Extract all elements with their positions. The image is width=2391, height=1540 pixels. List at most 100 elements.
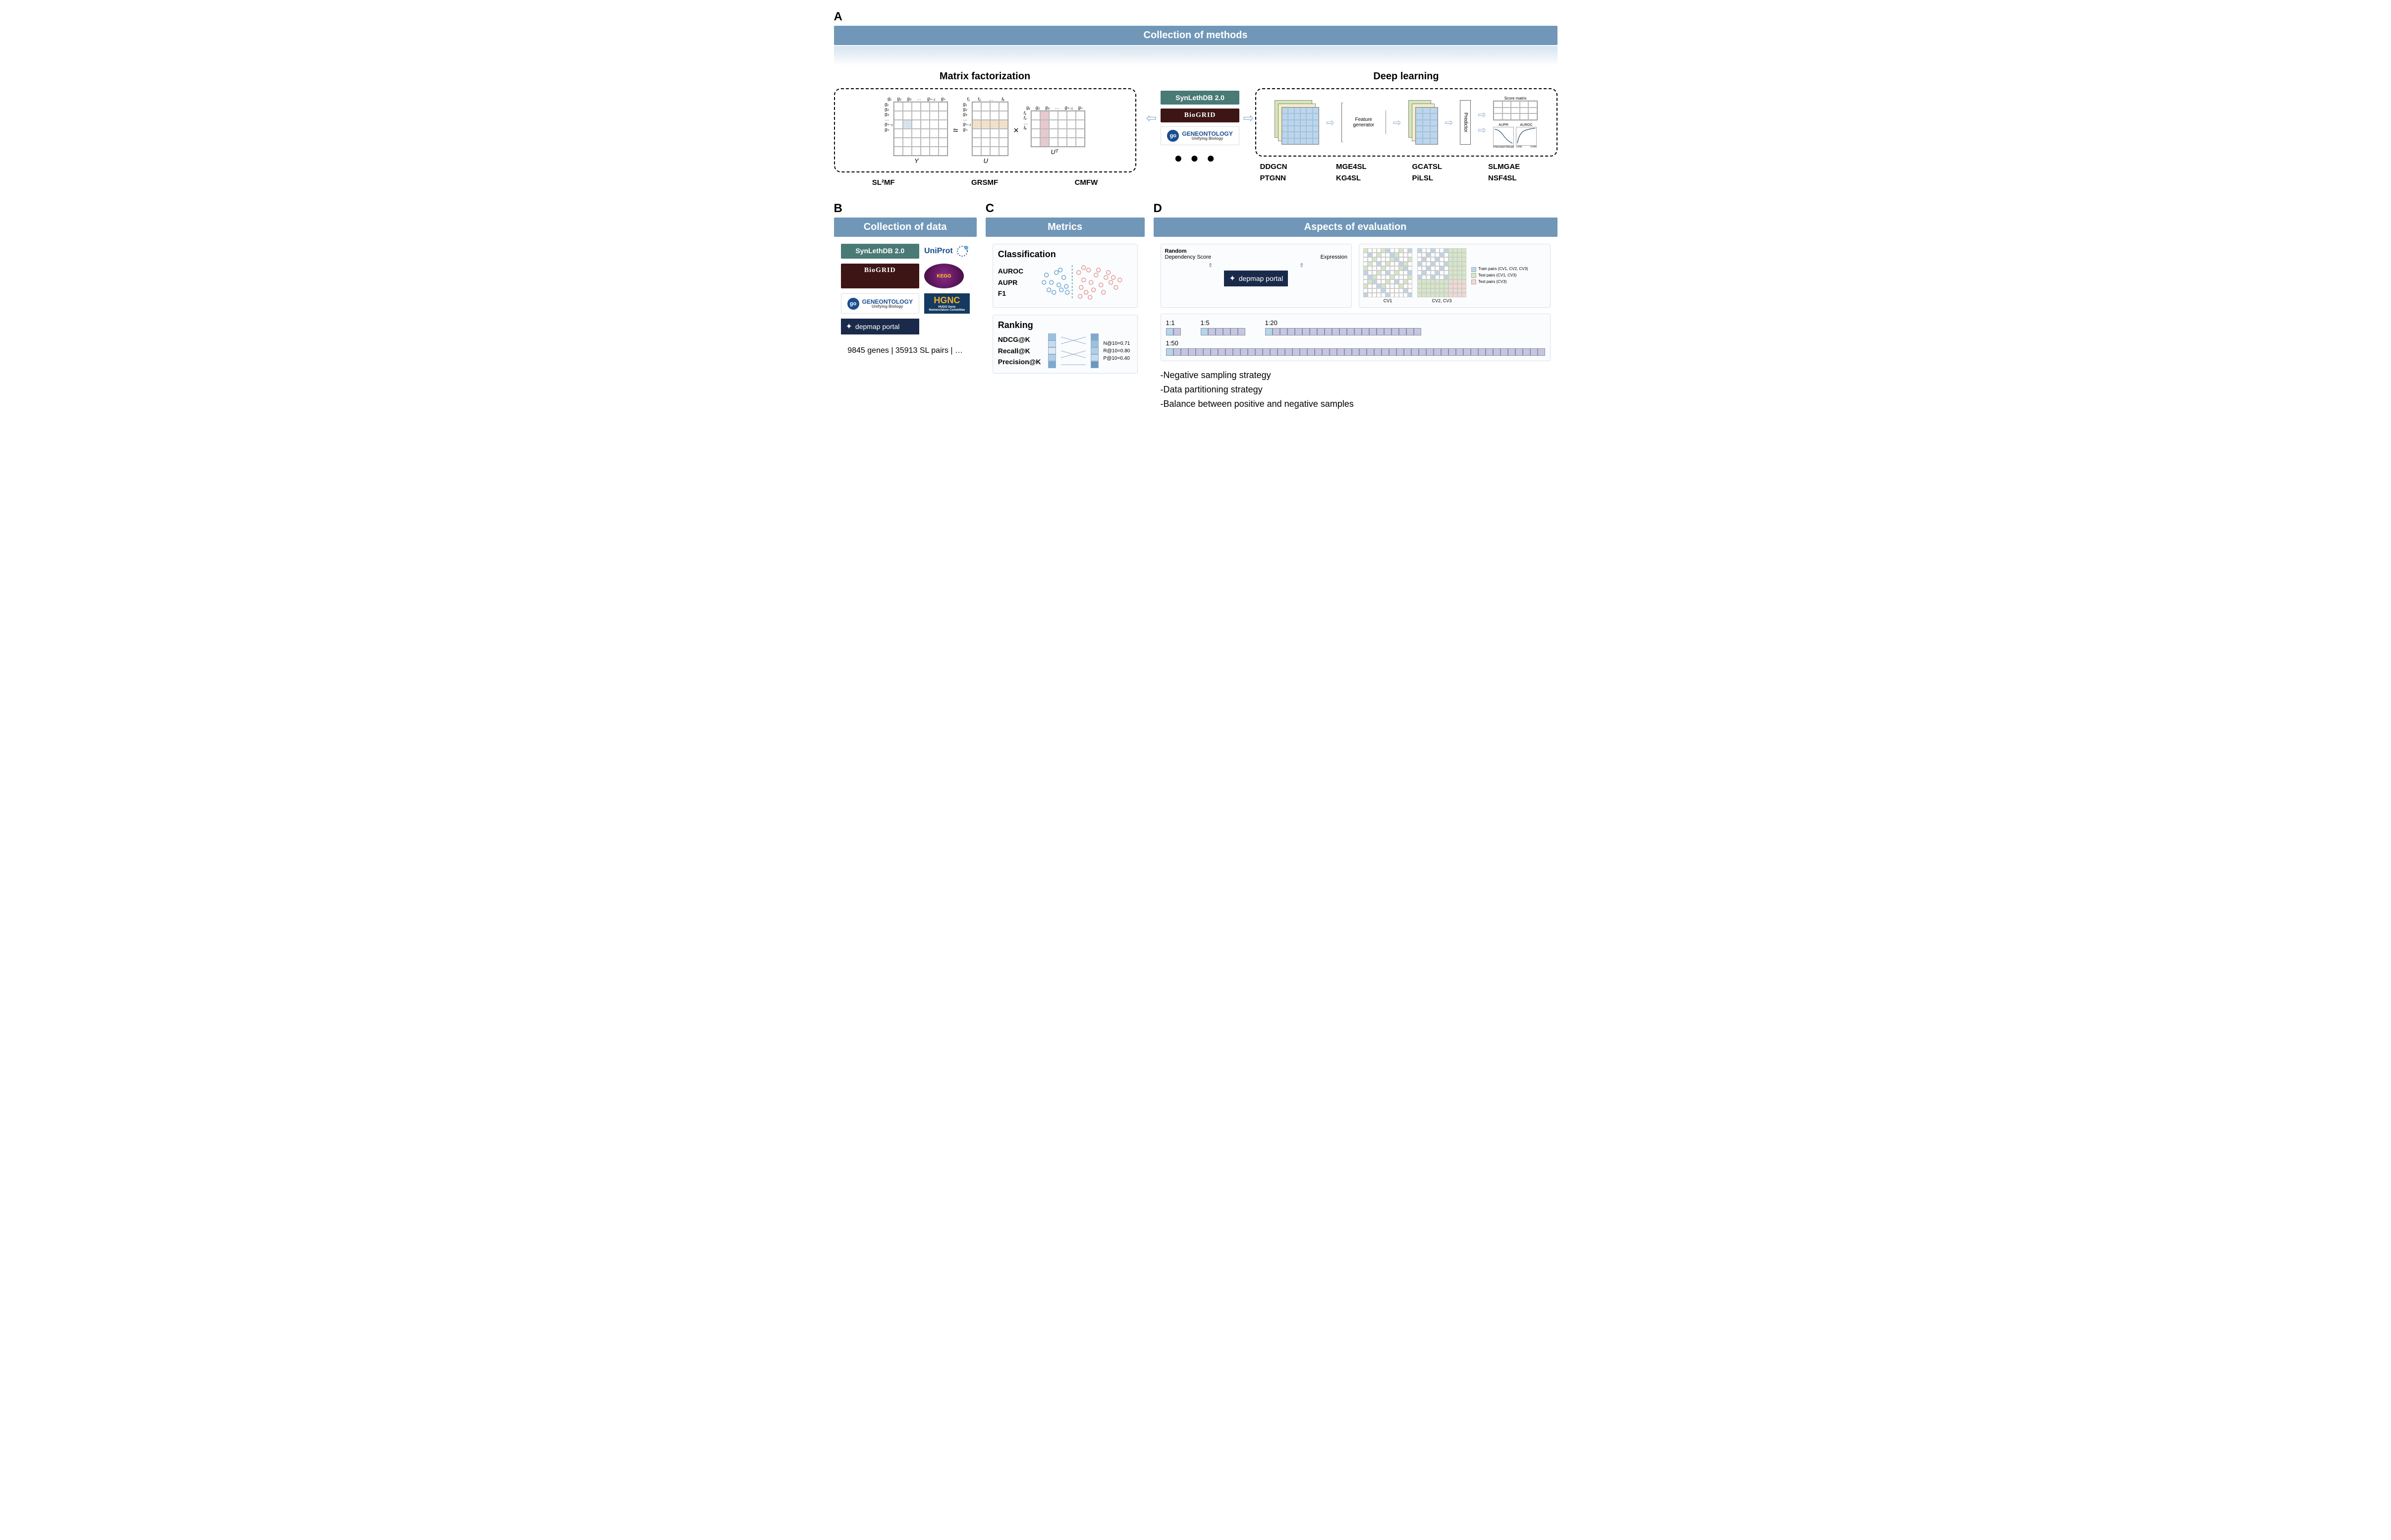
- aspect-item: -Data partitioning strategy: [1161, 383, 1551, 397]
- matrix-ut: g₁g₂g₃…gₙ₋₁gₙ f₁f₂…fₐ Uᵀ: [1024, 105, 1085, 156]
- partition-box: CV1 CV2, CV3 Train pairs (CV1, CV2, CV3)…: [1359, 244, 1551, 308]
- cv23-label: CV2, CV3: [1417, 298, 1466, 303]
- matrix-ut-caption: Uᵀ: [1024, 148, 1085, 156]
- ranking-diagram: N@10=0.71R@10=0.80P@10=0.40: [1048, 333, 1132, 368]
- flow-arrow-icon: ⇨: [1393, 116, 1401, 129]
- geneontology-badge: go GENEONTOLOGY Unifying Biology: [1161, 126, 1239, 145]
- dl-method: KG4SL: [1336, 174, 1400, 182]
- ranking-metrics: NDCG@KRecall@KPrecision@K: [998, 334, 1041, 367]
- flow-arrow-icon: ⇨: [1478, 124, 1486, 136]
- matrix-u: f₁f₂…fₐ g₁g₂g₃…gₙ₋₁gₙ U: [963, 97, 1008, 165]
- up-arrow-icon: ⇧: [1208, 262, 1213, 269]
- ranking-title: Ranking: [998, 320, 1132, 330]
- feature-stack: [1408, 100, 1438, 145]
- panel-a-gradient: [834, 46, 1557, 66]
- partition-legend: Train pairs (CV1, CV2, CV3)Test pairs (C…: [1471, 266, 1528, 285]
- auroc-curve: [1516, 127, 1537, 146]
- mf-method: GRSMF: [971, 178, 998, 187]
- biogrid-logo: BioGRID: [841, 264, 919, 288]
- hgnc-sub: HUGO Gene Nomenclature Committee: [928, 306, 966, 312]
- compass-icon: ✦: [1229, 274, 1235, 283]
- partition-cv23: [1417, 248, 1466, 297]
- go-sub-text: Unifying Biology: [1182, 137, 1232, 141]
- input-stack: [1275, 100, 1319, 145]
- ratio-box: 1:11:51:20 1:50: [1161, 314, 1551, 361]
- go-icon: go: [1167, 130, 1179, 142]
- flow-arrow-icon: ⇨: [1478, 109, 1486, 121]
- uniprot-logo: UniProt: [924, 244, 970, 259]
- compass-icon: ✦: [846, 322, 852, 331]
- dl-methods: DDGCNMGE4SLGCATSLSLMGAEPTGNNKG4SLPiLSLNS…: [1255, 163, 1557, 182]
- mf-title: Matrix factorization: [834, 71, 1136, 82]
- arrow-left-icon: ⇦: [1146, 110, 1157, 126]
- panel-a-header: Collection of methods: [834, 26, 1557, 45]
- flow-arrow-icon: ⇨: [1326, 116, 1335, 129]
- aspect-item: -Negative sampling strategy: [1161, 368, 1551, 383]
- matrix-y-caption: Y: [885, 157, 948, 165]
- panel-d: D Aspects of evaluation Random Dependenc…: [1154, 202, 1557, 418]
- score-matrix-title: Score matrix: [1493, 96, 1538, 101]
- figure-root: A Collection of methods Matrix factoriza…: [834, 10, 1557, 418]
- biogrid-badge: BioGRID: [1161, 109, 1239, 122]
- classification-scatter: [1030, 263, 1132, 302]
- dl-method: NSF4SL: [1488, 174, 1553, 182]
- hgnc-logo: HGNC HUGO Gene Nomenclature Committee: [924, 293, 970, 314]
- score-matrix: [1493, 101, 1538, 120]
- go-sub: Unifying Biology: [862, 305, 913, 309]
- dl-method: SLMGAE: [1488, 163, 1553, 171]
- center-databases: ⇦ SynLethDB 2.0 BioGRID go GENEONTOLOGY …: [1146, 71, 1245, 166]
- go-logo: go GENEONTOLOGY Unifying Biology: [841, 293, 919, 314]
- aspect-list: -Negative sampling strategy-Data partiti…: [1161, 368, 1551, 411]
- feature-generator-box: Feature generator: [1341, 103, 1386, 142]
- panel-c-label: C: [986, 202, 1145, 216]
- dl-method: PTGNN: [1260, 174, 1325, 182]
- dl-method: GCATSL: [1412, 163, 1477, 171]
- up-arrow-icon: ⇧: [1299, 262, 1304, 269]
- depmap-badge-d: ✦ depmap portal: [1224, 271, 1288, 286]
- depmap-logo: ✦ depmap portal: [841, 319, 919, 334]
- aupr-curve: [1493, 127, 1514, 146]
- cv1-label: CV1: [1363, 298, 1412, 303]
- panel-a: A Collection of methods Matrix factoriza…: [834, 10, 1557, 192]
- expression-label: Expression: [1321, 254, 1347, 260]
- classification-title: Classification: [998, 249, 1132, 260]
- mf-methods: SL²MF GRSMF CMFW: [834, 178, 1136, 187]
- partition-cv1: [1363, 248, 1412, 297]
- random-label: Random: [1165, 248, 1187, 254]
- panel-b-label: B: [834, 202, 977, 216]
- classification-metrics: AUROCAUPRF1: [998, 266, 1023, 299]
- mf-method: SL²MF: [872, 178, 895, 187]
- kegg-text: KEGG: [937, 274, 951, 279]
- ranking-scores: N@10=0.71R@10=0.80P@10=0.40: [1104, 340, 1130, 362]
- panel-c-header: Metrics: [986, 218, 1145, 237]
- data-logos: SynLethDB 2.0 UniProt BioGRID KEGG go GE…: [834, 237, 977, 341]
- ranking-lines: [1061, 333, 1086, 368]
- auroc-label: AUROC: [1516, 123, 1537, 127]
- matrix-u-caption: U: [963, 157, 1008, 165]
- ranking-box: Ranking NDCG@KRecall@KPrecision@K: [993, 315, 1138, 374]
- kegg-logo: KEGG: [924, 264, 964, 288]
- uniprot-text: UniProt: [924, 247, 953, 256]
- data-stats: 9845 genes | 35913 SL pairs | …: [834, 341, 977, 363]
- synlethdb-badge: SynLethDB 2.0: [1161, 91, 1239, 105]
- negative-sampling-box: Random Dependency Score Expression ⇧ ⇧ ✦ …: [1161, 244, 1352, 308]
- dl-method: PiLSL: [1412, 174, 1477, 182]
- aupr-label: AUPR: [1493, 123, 1514, 127]
- approx-op: ≈: [953, 125, 958, 136]
- go-main: GENEONTOLOGY: [862, 299, 913, 305]
- dependency-label: Dependency Score: [1165, 254, 1212, 260]
- panel-d-label: D: [1154, 202, 1557, 216]
- synlethdb-logo: SynLethDB 2.0: [841, 244, 919, 259]
- depmap-text-d: depmap portal: [1239, 275, 1283, 282]
- panel-a-label: A: [834, 10, 1557, 24]
- predictor-box: Predictor: [1460, 100, 1471, 145]
- mf-method: CMFW: [1075, 178, 1098, 187]
- panel-b: B Collection of data SynLethDB 2.0 UniPr…: [834, 202, 977, 418]
- ellipsis-dots: ● ● ●: [1174, 150, 1217, 166]
- dl-method: MGE4SL: [1336, 163, 1400, 171]
- panel-d-header: Aspects of evaluation: [1154, 218, 1557, 237]
- feature-generator-label: Feature generator: [1345, 117, 1383, 128]
- predictor-label: Predictor: [1463, 112, 1468, 132]
- dl-diagram-box: ⇨ Feature generator ⇨ ⇨ Predictor ⇨ ⇨: [1255, 88, 1557, 157]
- times-op: ×: [1013, 125, 1019, 136]
